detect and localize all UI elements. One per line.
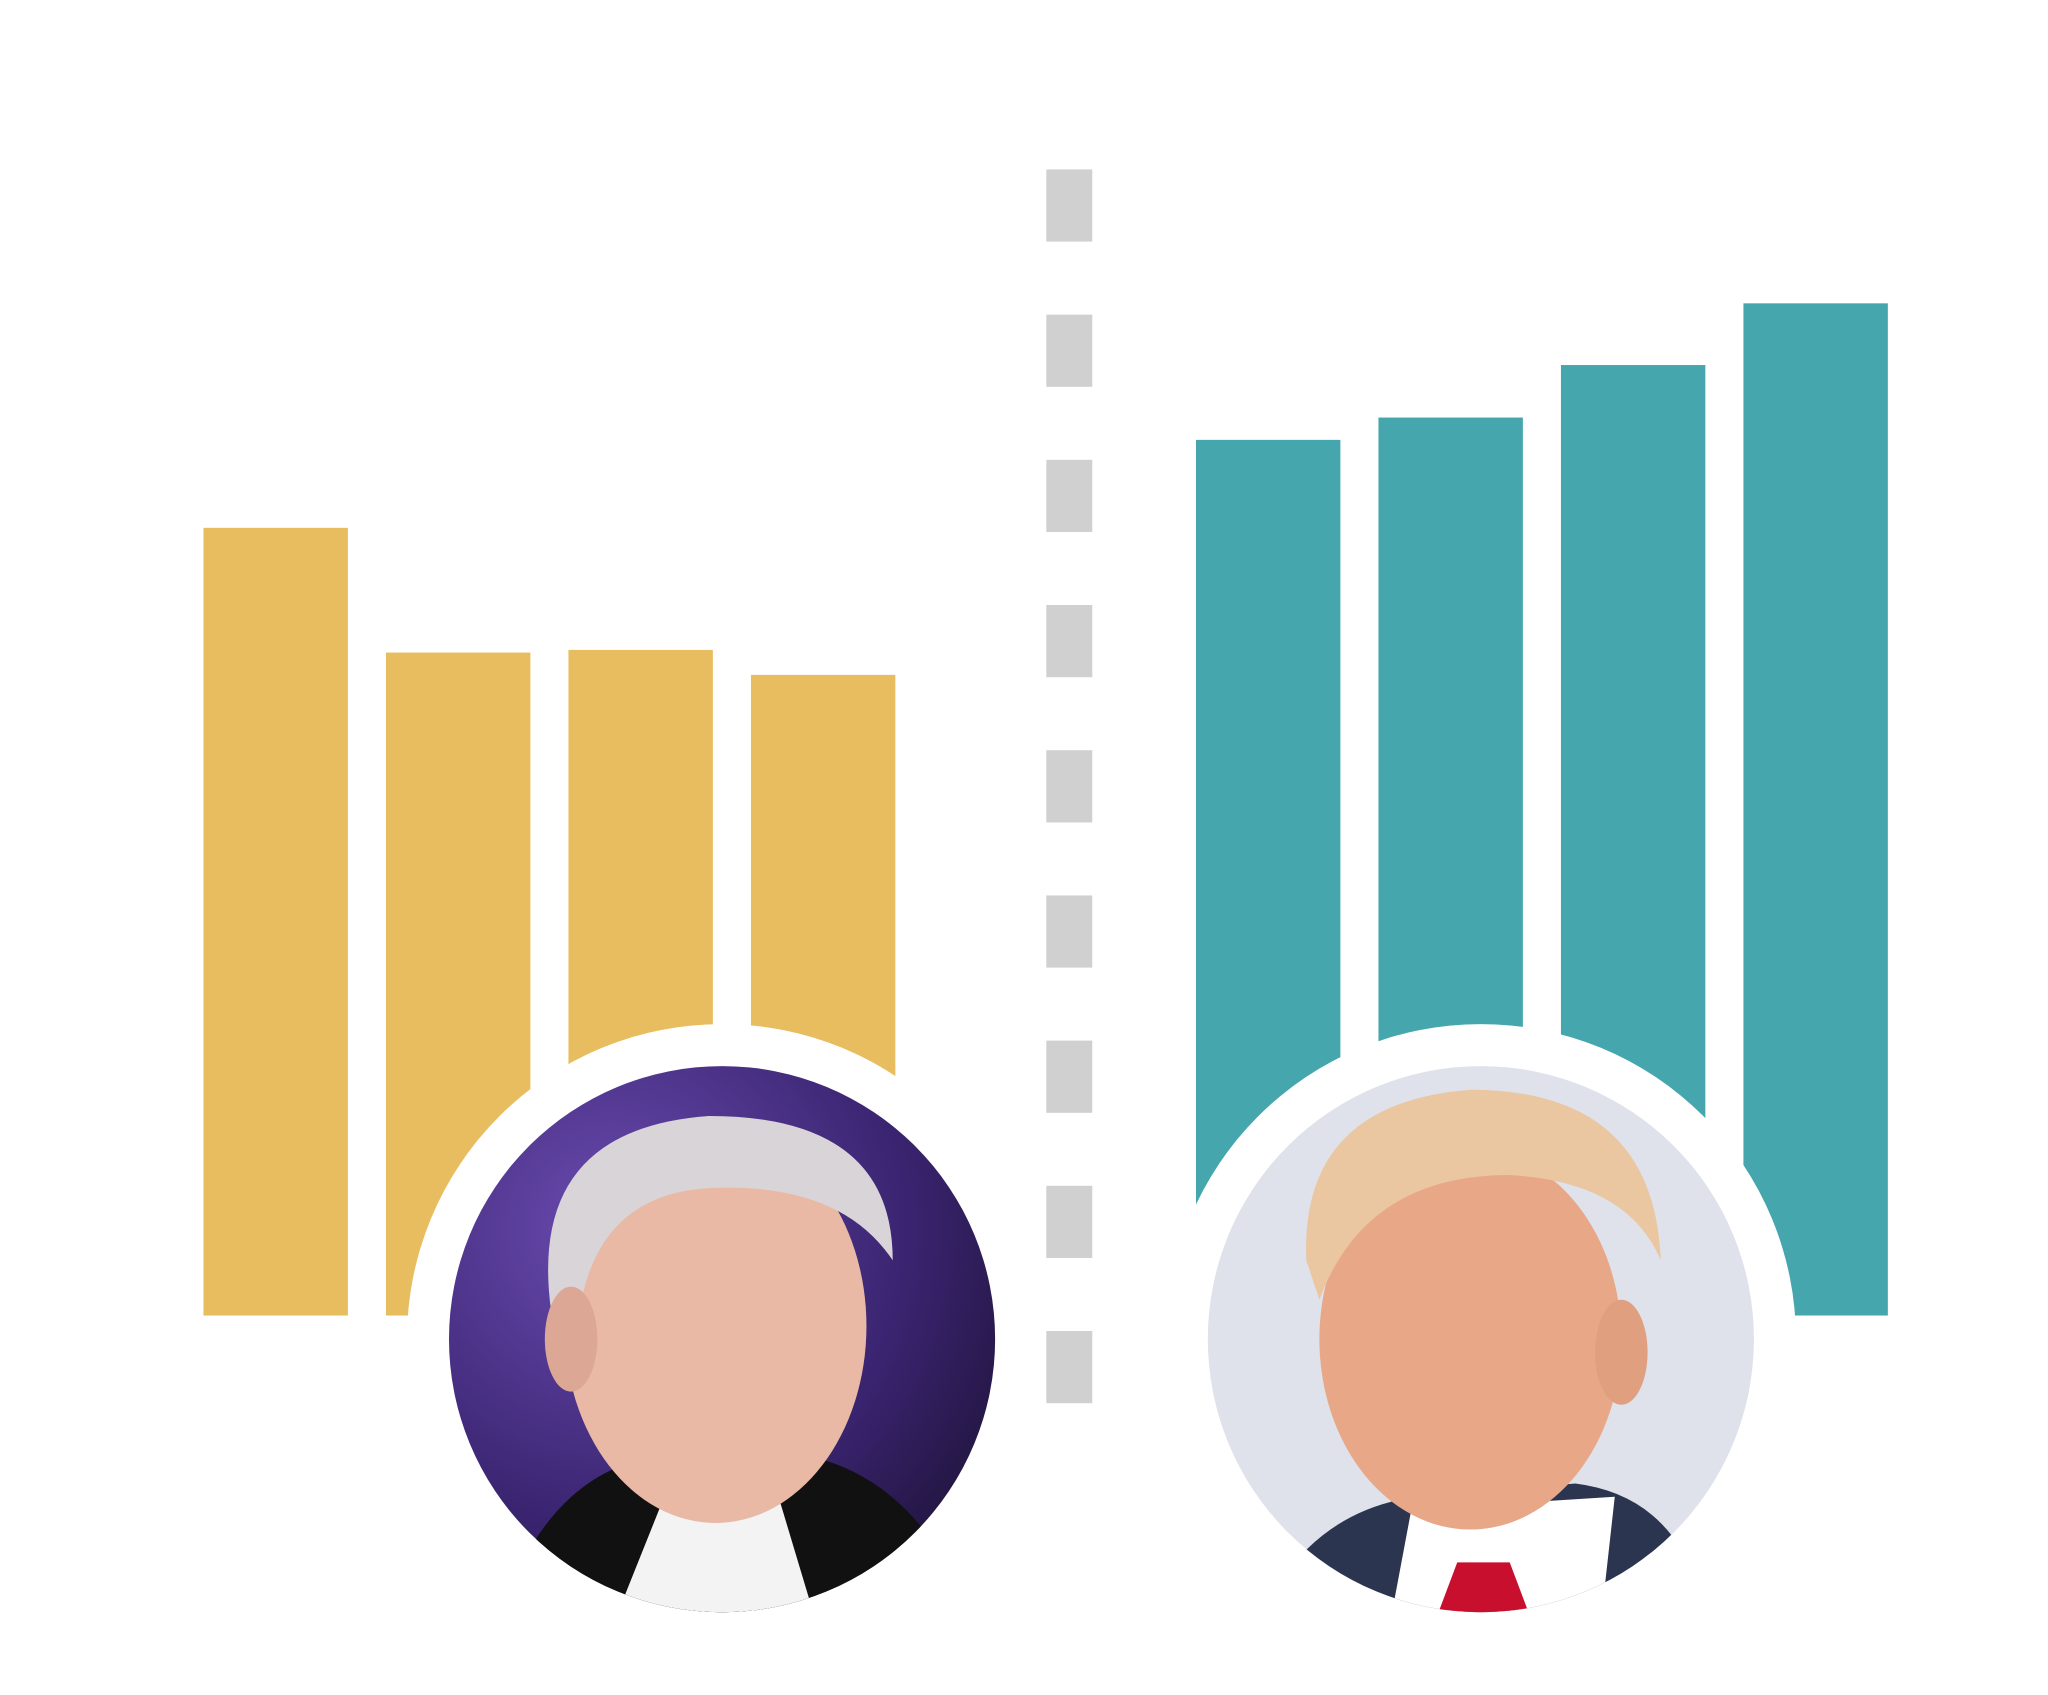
biden-portrait bbox=[448, 1066, 996, 1613]
bar-series1-1 bbox=[203, 527, 348, 1316]
divider-dash bbox=[1046, 459, 1093, 533]
divider-dash bbox=[1046, 169, 1093, 242]
divider-dash bbox=[1046, 895, 1093, 968]
divider-dash bbox=[1046, 605, 1093, 678]
divider-dash bbox=[1046, 1331, 1093, 1404]
divider-dash bbox=[1046, 1040, 1093, 1113]
trump-portrait bbox=[1207, 1066, 1754, 1613]
divider-dash bbox=[1046, 750, 1093, 823]
center-divider-dashed bbox=[1046, 169, 1093, 1404]
divider-dash bbox=[1046, 314, 1093, 387]
bar-series2-4 bbox=[1743, 303, 1888, 1316]
divider-dash bbox=[1046, 1185, 1093, 1259]
